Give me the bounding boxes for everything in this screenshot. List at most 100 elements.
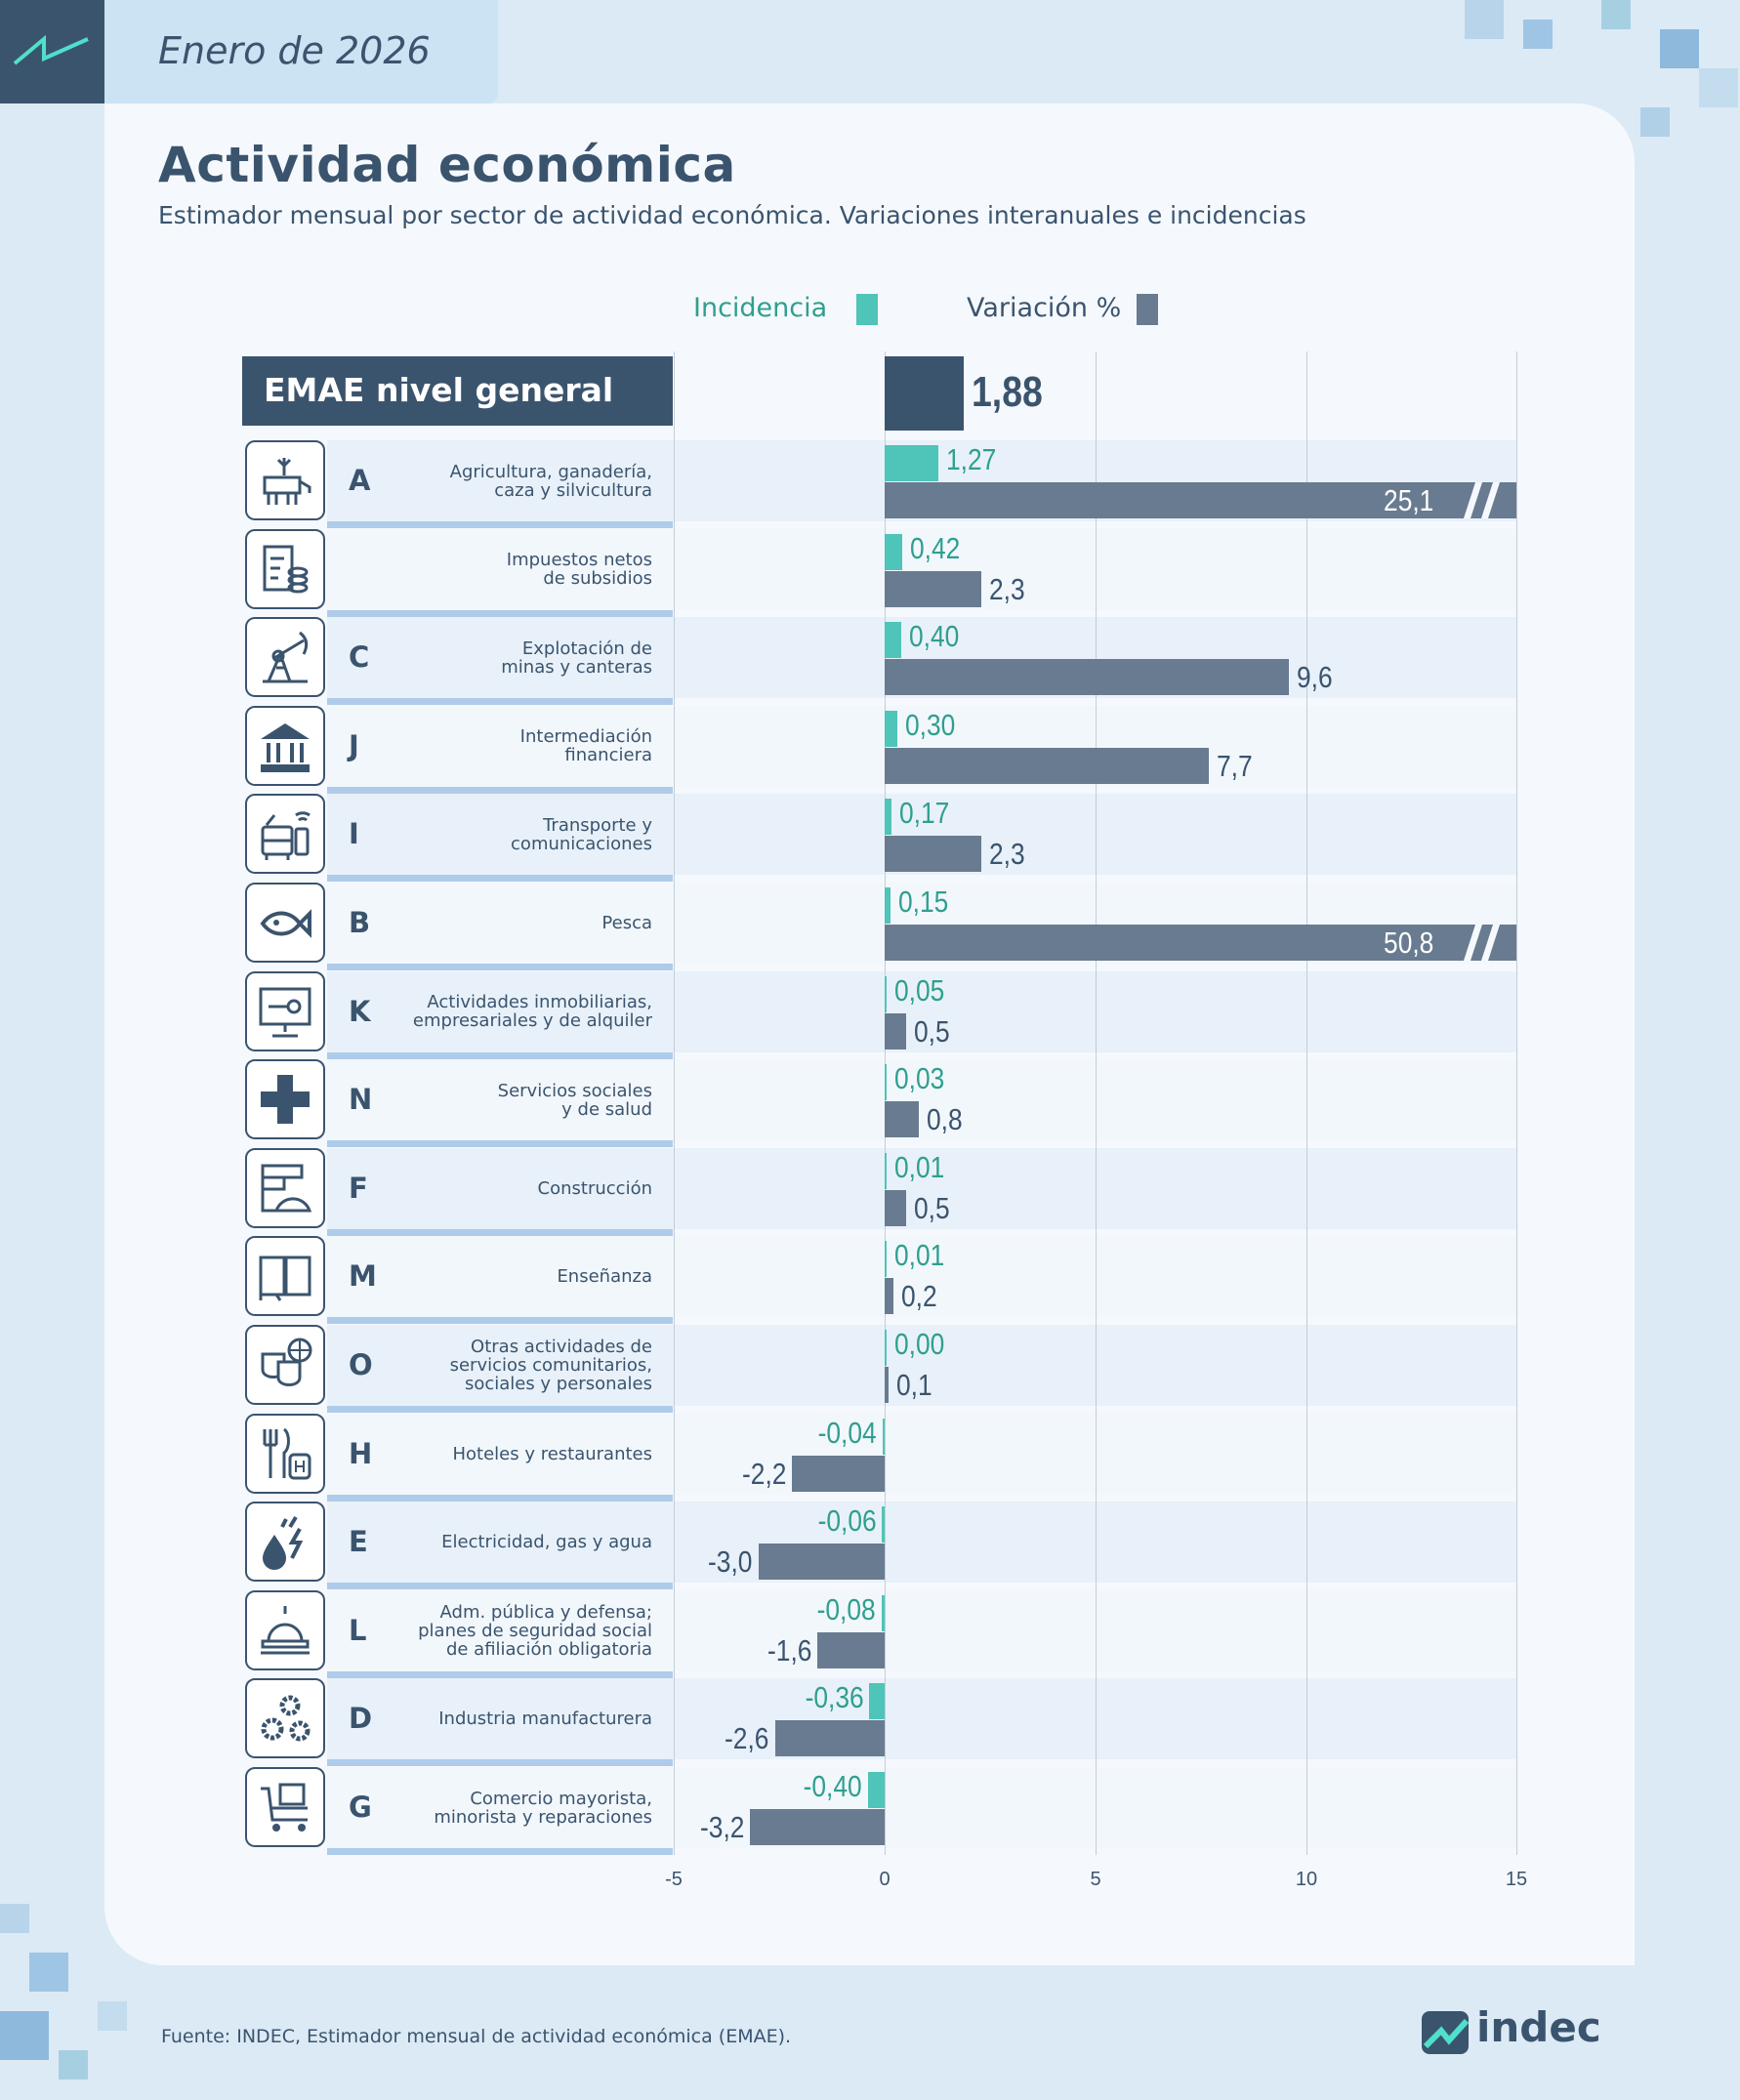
bank-icon bbox=[261, 722, 310, 772]
indec-logo-icon bbox=[1420, 2009, 1474, 2060]
book-icon bbox=[259, 1256, 311, 1302]
decorative-pixel bbox=[1640, 107, 1670, 137]
variation-bar bbox=[885, 747, 1210, 784]
row-label: Comercio mayorista, minorista y reparaci… bbox=[434, 1788, 652, 1828]
page-title: Actividad económica bbox=[158, 137, 736, 193]
emae-general-bar bbox=[885, 356, 965, 431]
row-letter: B bbox=[349, 906, 371, 939]
variation-bar bbox=[885, 1012, 906, 1050]
variation-bar bbox=[885, 1278, 893, 1315]
row-icon-box bbox=[245, 970, 325, 1051]
decorative-pixel bbox=[1523, 20, 1553, 49]
variation-bar bbox=[885, 482, 1517, 518]
row-band bbox=[327, 1678, 1516, 1760]
row-label: Construcción bbox=[537, 1177, 652, 1199]
incidence-bar bbox=[885, 887, 891, 924]
variation-bar bbox=[885, 925, 1517, 961]
indec-logo-text: indec bbox=[1476, 2003, 1601, 2051]
row-icon-box bbox=[245, 1147, 325, 1228]
row-band bbox=[327, 1502, 1516, 1584]
row-icon-box bbox=[245, 528, 325, 609]
variation-value: -1,6 bbox=[766, 1632, 811, 1668]
gears-icon bbox=[261, 1695, 311, 1742]
incidence-value: 0,01 bbox=[894, 1149, 945, 1184]
incidence-value: 0,40 bbox=[909, 619, 960, 654]
row-label: Impuestos netos de subsidios bbox=[506, 550, 652, 590]
legend-variation-swatch bbox=[1137, 294, 1158, 325]
row-band bbox=[327, 1059, 1516, 1141]
decorative-pixel bbox=[59, 2050, 88, 2079]
variation-value: 0,8 bbox=[926, 1102, 963, 1137]
row-letter: C bbox=[349, 640, 370, 675]
decorative-pixel bbox=[0, 1904, 29, 1933]
variation-value: 0,1 bbox=[896, 1368, 932, 1402]
row-label: Electricidad, gas y agua bbox=[441, 1532, 652, 1553]
variation-bar bbox=[885, 570, 982, 607]
row-letter: K bbox=[349, 994, 371, 1028]
drop-lightning-icon bbox=[263, 1516, 304, 1571]
row-band bbox=[327, 970, 1516, 1052]
row-icon-box bbox=[245, 440, 325, 520]
row-band bbox=[327, 1147, 1516, 1229]
row-separator bbox=[327, 1670, 673, 1678]
incidence-value: 0,30 bbox=[904, 707, 956, 742]
variation-value: 50,8 bbox=[1383, 926, 1433, 960]
row-icon-box bbox=[245, 1502, 325, 1583]
variation-value: 9,6 bbox=[1297, 660, 1333, 695]
variation-value: 2,3 bbox=[989, 837, 1025, 872]
oil-pump-icon bbox=[263, 631, 309, 683]
row-label: Actividades inmobiliarias, empresariales… bbox=[412, 992, 652, 1032]
decorative-pixel bbox=[98, 2001, 127, 2031]
row-letter: L bbox=[349, 1613, 367, 1647]
row-separator bbox=[327, 1406, 673, 1413]
row-icon-box bbox=[245, 1325, 325, 1405]
incidence-value: 0,01 bbox=[894, 1238, 945, 1273]
row-band bbox=[327, 1236, 1516, 1318]
cow-plant-icon bbox=[263, 458, 311, 505]
incidence-bar bbox=[881, 1594, 885, 1631]
gridline bbox=[1096, 351, 1097, 1855]
row-icon-box bbox=[245, 1678, 325, 1759]
fish-icon bbox=[260, 909, 311, 938]
emae-general-box bbox=[242, 356, 673, 426]
variation-value: -2,2 bbox=[741, 1456, 787, 1491]
row-separator bbox=[327, 786, 673, 794]
variation-value: 0,5 bbox=[913, 1190, 950, 1225]
cart-icon bbox=[261, 1783, 308, 1832]
incidence-bar bbox=[869, 1683, 885, 1720]
row-band bbox=[327, 1767, 1516, 1848]
row-separator bbox=[327, 609, 673, 617]
emae-general-value: 1,88 bbox=[972, 368, 1043, 416]
row-letter: A bbox=[349, 464, 371, 497]
variation-bar bbox=[885, 1189, 906, 1226]
variation-value: 7,7 bbox=[1217, 748, 1253, 783]
x-tick-label: -5 bbox=[665, 1869, 683, 1890]
row-icon-box bbox=[245, 883, 325, 963]
variation-value: -3,0 bbox=[708, 1544, 753, 1580]
brand-corner bbox=[0, 0, 104, 103]
incidence-value: -0,36 bbox=[805, 1680, 864, 1715]
incidence-value: 1,27 bbox=[945, 442, 997, 476]
row-letter: J bbox=[349, 728, 359, 762]
variation-bar bbox=[885, 1101, 919, 1138]
incidence-value: -0,06 bbox=[817, 1503, 877, 1539]
row-letter: M bbox=[349, 1259, 377, 1294]
monitor-key-icon bbox=[259, 987, 311, 1038]
incidence-value: 0,15 bbox=[898, 885, 949, 919]
row-icon-box bbox=[245, 705, 325, 786]
variation-bar bbox=[885, 836, 982, 873]
row-separator bbox=[327, 1140, 673, 1148]
row-letter: O bbox=[349, 1348, 373, 1381]
incidence-value: 0,17 bbox=[899, 796, 950, 831]
x-tick-label: 0 bbox=[879, 1869, 891, 1890]
row-label: Otras actividades de servicios comunitar… bbox=[449, 1337, 652, 1394]
bus-phone-icon bbox=[261, 811, 311, 861]
row-separator bbox=[327, 1228, 673, 1236]
health-cross-icon bbox=[261, 1075, 310, 1125]
bricks-helmet-icon bbox=[261, 1164, 312, 1213]
row-separator bbox=[327, 1848, 673, 1855]
x-tick-label: 10 bbox=[1295, 1869, 1318, 1890]
row-separator bbox=[327, 521, 673, 528]
incidence-bar bbox=[885, 975, 888, 1012]
incidence-value: -0,40 bbox=[803, 1769, 862, 1803]
